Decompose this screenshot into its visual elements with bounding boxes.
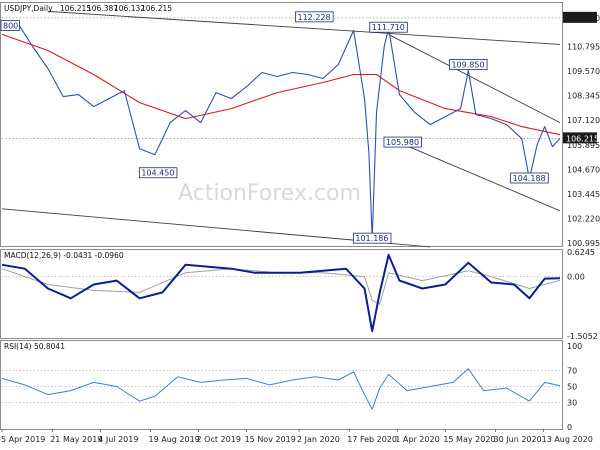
annotation-box-2 xyxy=(449,59,488,70)
price-y-tick-8: 102.220 xyxy=(567,214,600,223)
series-rsi xyxy=(1,368,561,410)
price-y-tick-4: 107.120 xyxy=(567,116,600,125)
price-y-tick-9: 100.995 xyxy=(567,239,600,248)
macd-y-tick-1: 0.00 xyxy=(567,273,585,282)
x-tick-label-11: 13 Aug 2020 xyxy=(542,435,593,444)
axis-labels: 112.220110.795109.570108.345107.120105.8… xyxy=(1,11,600,444)
annotation-label-0: 112.228 xyxy=(298,13,331,22)
trend-line-3 xyxy=(399,142,561,212)
x-tick-label-9: 15 May 2020 xyxy=(443,435,495,444)
annotation-box-1 xyxy=(369,21,408,33)
watermark-layer: ActionForex.com xyxy=(178,181,361,206)
rsi-y-tick-0: 100 xyxy=(567,342,582,351)
price-y-tick-5: 105.895 xyxy=(567,141,600,150)
x-tick-label-0: 5 Apr 2019 xyxy=(1,435,45,444)
macd-panel xyxy=(0,249,563,339)
macd-y-tick-2: -1.5052 xyxy=(567,332,598,341)
x-tick-label-6: 2 Jan 2020 xyxy=(297,435,340,444)
price-y-tick-1: 110.795 xyxy=(567,43,600,52)
annotation-box-3 xyxy=(138,167,178,179)
x-tick-label-8: 1 Apr 2020 xyxy=(395,435,439,444)
x-tick-label-2: 4 Jul 2019 xyxy=(98,435,138,444)
rsi-y-tick-4: 0 xyxy=(567,423,572,432)
series-macd xyxy=(1,253,561,333)
annotation-label-7: 800 xyxy=(3,21,18,30)
annotation-box-4 xyxy=(383,136,422,148)
annotation-box-6 xyxy=(352,232,392,244)
annotation-label-5: 104.188 xyxy=(513,174,546,183)
rsi-y-tick-2: 50 xyxy=(567,383,577,392)
rsi-y-tick-3: 30 xyxy=(567,399,577,408)
price-y-tick-6: 104.670 xyxy=(567,165,600,174)
annotation-label-3: 104.450 xyxy=(141,169,174,178)
series-macd-signal xyxy=(1,268,561,305)
annotation-label-6: 101.186 xyxy=(355,234,388,243)
price-y-tick-7: 103.445 xyxy=(567,190,600,199)
x-tick-label-1: 21 May 2019 xyxy=(50,435,102,444)
macd-y-tick-0: 0.6245 xyxy=(567,248,595,257)
rsi-panel xyxy=(0,340,563,430)
resistance-price-tag xyxy=(563,11,597,23)
macd-panel-title: MACD(12,26,9) -0.0431 -0.0960 xyxy=(4,251,124,260)
annotation-label-4: 105.980 xyxy=(386,138,419,147)
rsi-y-tick-1: 70 xyxy=(567,366,577,375)
x-tick-label-4: 2 Oct 2019 xyxy=(197,435,241,444)
x-tick-label-10: 30 Jun 2020 xyxy=(494,435,542,444)
trend-line-2 xyxy=(388,34,561,124)
annotation-box-7 xyxy=(0,20,20,31)
price-low-value: 106.132 xyxy=(114,4,145,13)
price-close-value: 106.215 xyxy=(141,4,172,13)
series-layer xyxy=(1,21,561,410)
price-y-tick-3: 108.345 xyxy=(567,92,600,101)
last-price-label: 106.215 xyxy=(566,134,599,143)
price-panel-title: USDJPY,Daily xyxy=(4,4,53,13)
trend-line-0 xyxy=(47,10,561,45)
x-tick-label-7: 17 Feb 2020 xyxy=(347,435,397,444)
x-tick-label-5: 15 Nov 2019 xyxy=(245,435,296,444)
last-price-tag xyxy=(563,132,597,144)
price-open-value: 106.215 xyxy=(60,4,91,13)
annotation-box-5 xyxy=(510,172,549,184)
annotation-box-0 xyxy=(295,11,334,23)
watermark-text: ActionForex.com xyxy=(178,181,361,206)
annotations: 112.228 111.710 109.850 104.450 105.980 104.1… xyxy=(0,11,549,244)
series-price xyxy=(1,21,561,240)
annotation-label-1: 111.710 xyxy=(372,23,405,32)
price-y-tick-2: 109.570 xyxy=(567,67,600,76)
annotation-label-2: 109.850 xyxy=(451,61,484,70)
x-tick-label-3: 19 Aug 2019 xyxy=(149,435,200,444)
rsi-panel-title: RSI(14) 50.8041 xyxy=(4,342,65,351)
price-panel xyxy=(0,2,563,247)
price-high-value: 106.387 xyxy=(87,4,118,13)
